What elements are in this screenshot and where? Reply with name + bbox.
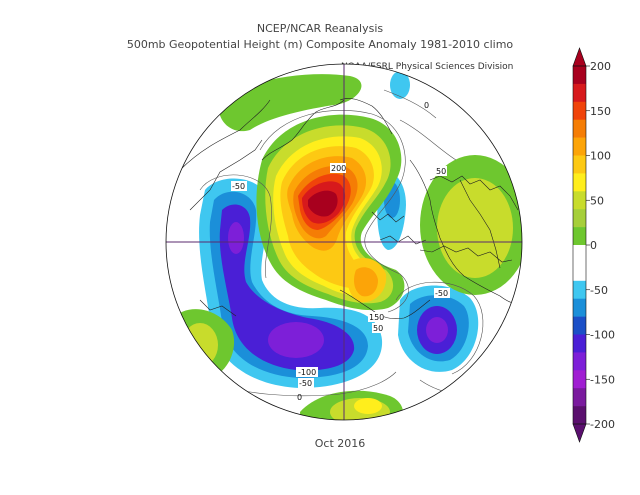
colorbar-bin (573, 352, 586, 371)
svg-text:50: 50 (436, 167, 446, 176)
svg-text:150: 150 (369, 313, 384, 322)
colorbar-tick-label: -50 (590, 284, 608, 297)
svg-text:-100: -100 (298, 368, 316, 377)
disc-outline (165, 63, 523, 421)
date-label: Oct 2016 (314, 437, 366, 450)
svg-text:200: 200 (331, 164, 346, 173)
grid-lines (166, 64, 522, 420)
colorbar-tick-label: -200 (590, 418, 615, 431)
svg-text:0: 0 (297, 393, 302, 402)
colorbar-bin (573, 370, 586, 389)
colorbar-bin (573, 83, 586, 103)
colorbar-bin (573, 227, 586, 246)
contour-label-neg50-se: -50 (434, 288, 450, 298)
colorbar-bin (573, 406, 586, 425)
colorbar-tick-label: 200 (590, 60, 611, 73)
contour-label-200: 200 (330, 163, 346, 173)
svg-text:-50: -50 (299, 379, 312, 388)
colorbar-bottom-arrow (572, 423, 587, 443)
colorbar-bin (573, 66, 586, 85)
colorbar-bin (573, 262, 586, 282)
colorbar-bin (573, 191, 586, 210)
colorbar-bin (573, 209, 586, 228)
colorbar-bin (573, 101, 586, 120)
svg-text:-50: -50 (435, 289, 448, 298)
colorbar-top-arrow (572, 47, 587, 67)
contour-label-50-south: 50 (372, 323, 384, 333)
colorbar-tick-label: 0 (590, 239, 597, 252)
colorbar-bin (573, 298, 586, 317)
colorbar-bin (573, 155, 586, 174)
colorbar-bin (573, 388, 586, 407)
svg-text:-50: -50 (232, 182, 245, 191)
contour-labels: 200 -50 50 -50 -100 -50 150 50 (231, 101, 450, 402)
colorbar-tick-label: 150 (590, 105, 611, 118)
colorbar-tick-label: -100 (590, 329, 615, 342)
contour-label-neg50-south: -50 (298, 378, 314, 388)
colorbar-bins (573, 66, 586, 425)
colorbar-tick-label: 50 (590, 194, 604, 207)
coastlines (179, 98, 521, 320)
colorbar-bin (573, 137, 586, 156)
colorbar-bin (573, 334, 586, 353)
colorbar-bin (573, 316, 586, 335)
colorbar-bin (573, 280, 586, 299)
contour-label-neg50-west: -50 (231, 181, 247, 191)
contour-label-neg100: -100 (296, 367, 318, 377)
colorbar-ticks: 200 150 100 50 0 -50 -100 -150 -200 (586, 60, 615, 431)
contour-label-0-north: 0 (424, 101, 429, 110)
colorbar-bin (573, 119, 586, 138)
svg-text:50: 50 (373, 324, 383, 333)
colorbar-tick-label: -150 (590, 373, 615, 386)
title-line-1: NCEP/NCAR Reanalysis (256, 22, 384, 35)
contour-label-50-east: 50 (435, 166, 447, 176)
credit-text: NOAA/ESRL Physical Sciences Division (341, 62, 514, 72)
anomaly-positive (256, 114, 405, 311)
colorbar-bin (573, 245, 586, 264)
svg-text:0: 0 (424, 101, 429, 110)
contour-label-0-south: 0 (297, 393, 302, 402)
polar-disc (166, 64, 522, 420)
colorbar: 200 150 100 50 0 -50 -100 -150 -200 (572, 47, 615, 443)
anomaly-positive-yellow (354, 398, 382, 414)
title-line-2: 500mb Geopotential Height (m) Composite … (126, 38, 514, 51)
contour-label-150: 150 (368, 312, 384, 322)
colorbar-bin (573, 173, 586, 192)
colorbar-tick-label: 100 (590, 150, 611, 163)
anomaly-negative-core (228, 222, 448, 358)
